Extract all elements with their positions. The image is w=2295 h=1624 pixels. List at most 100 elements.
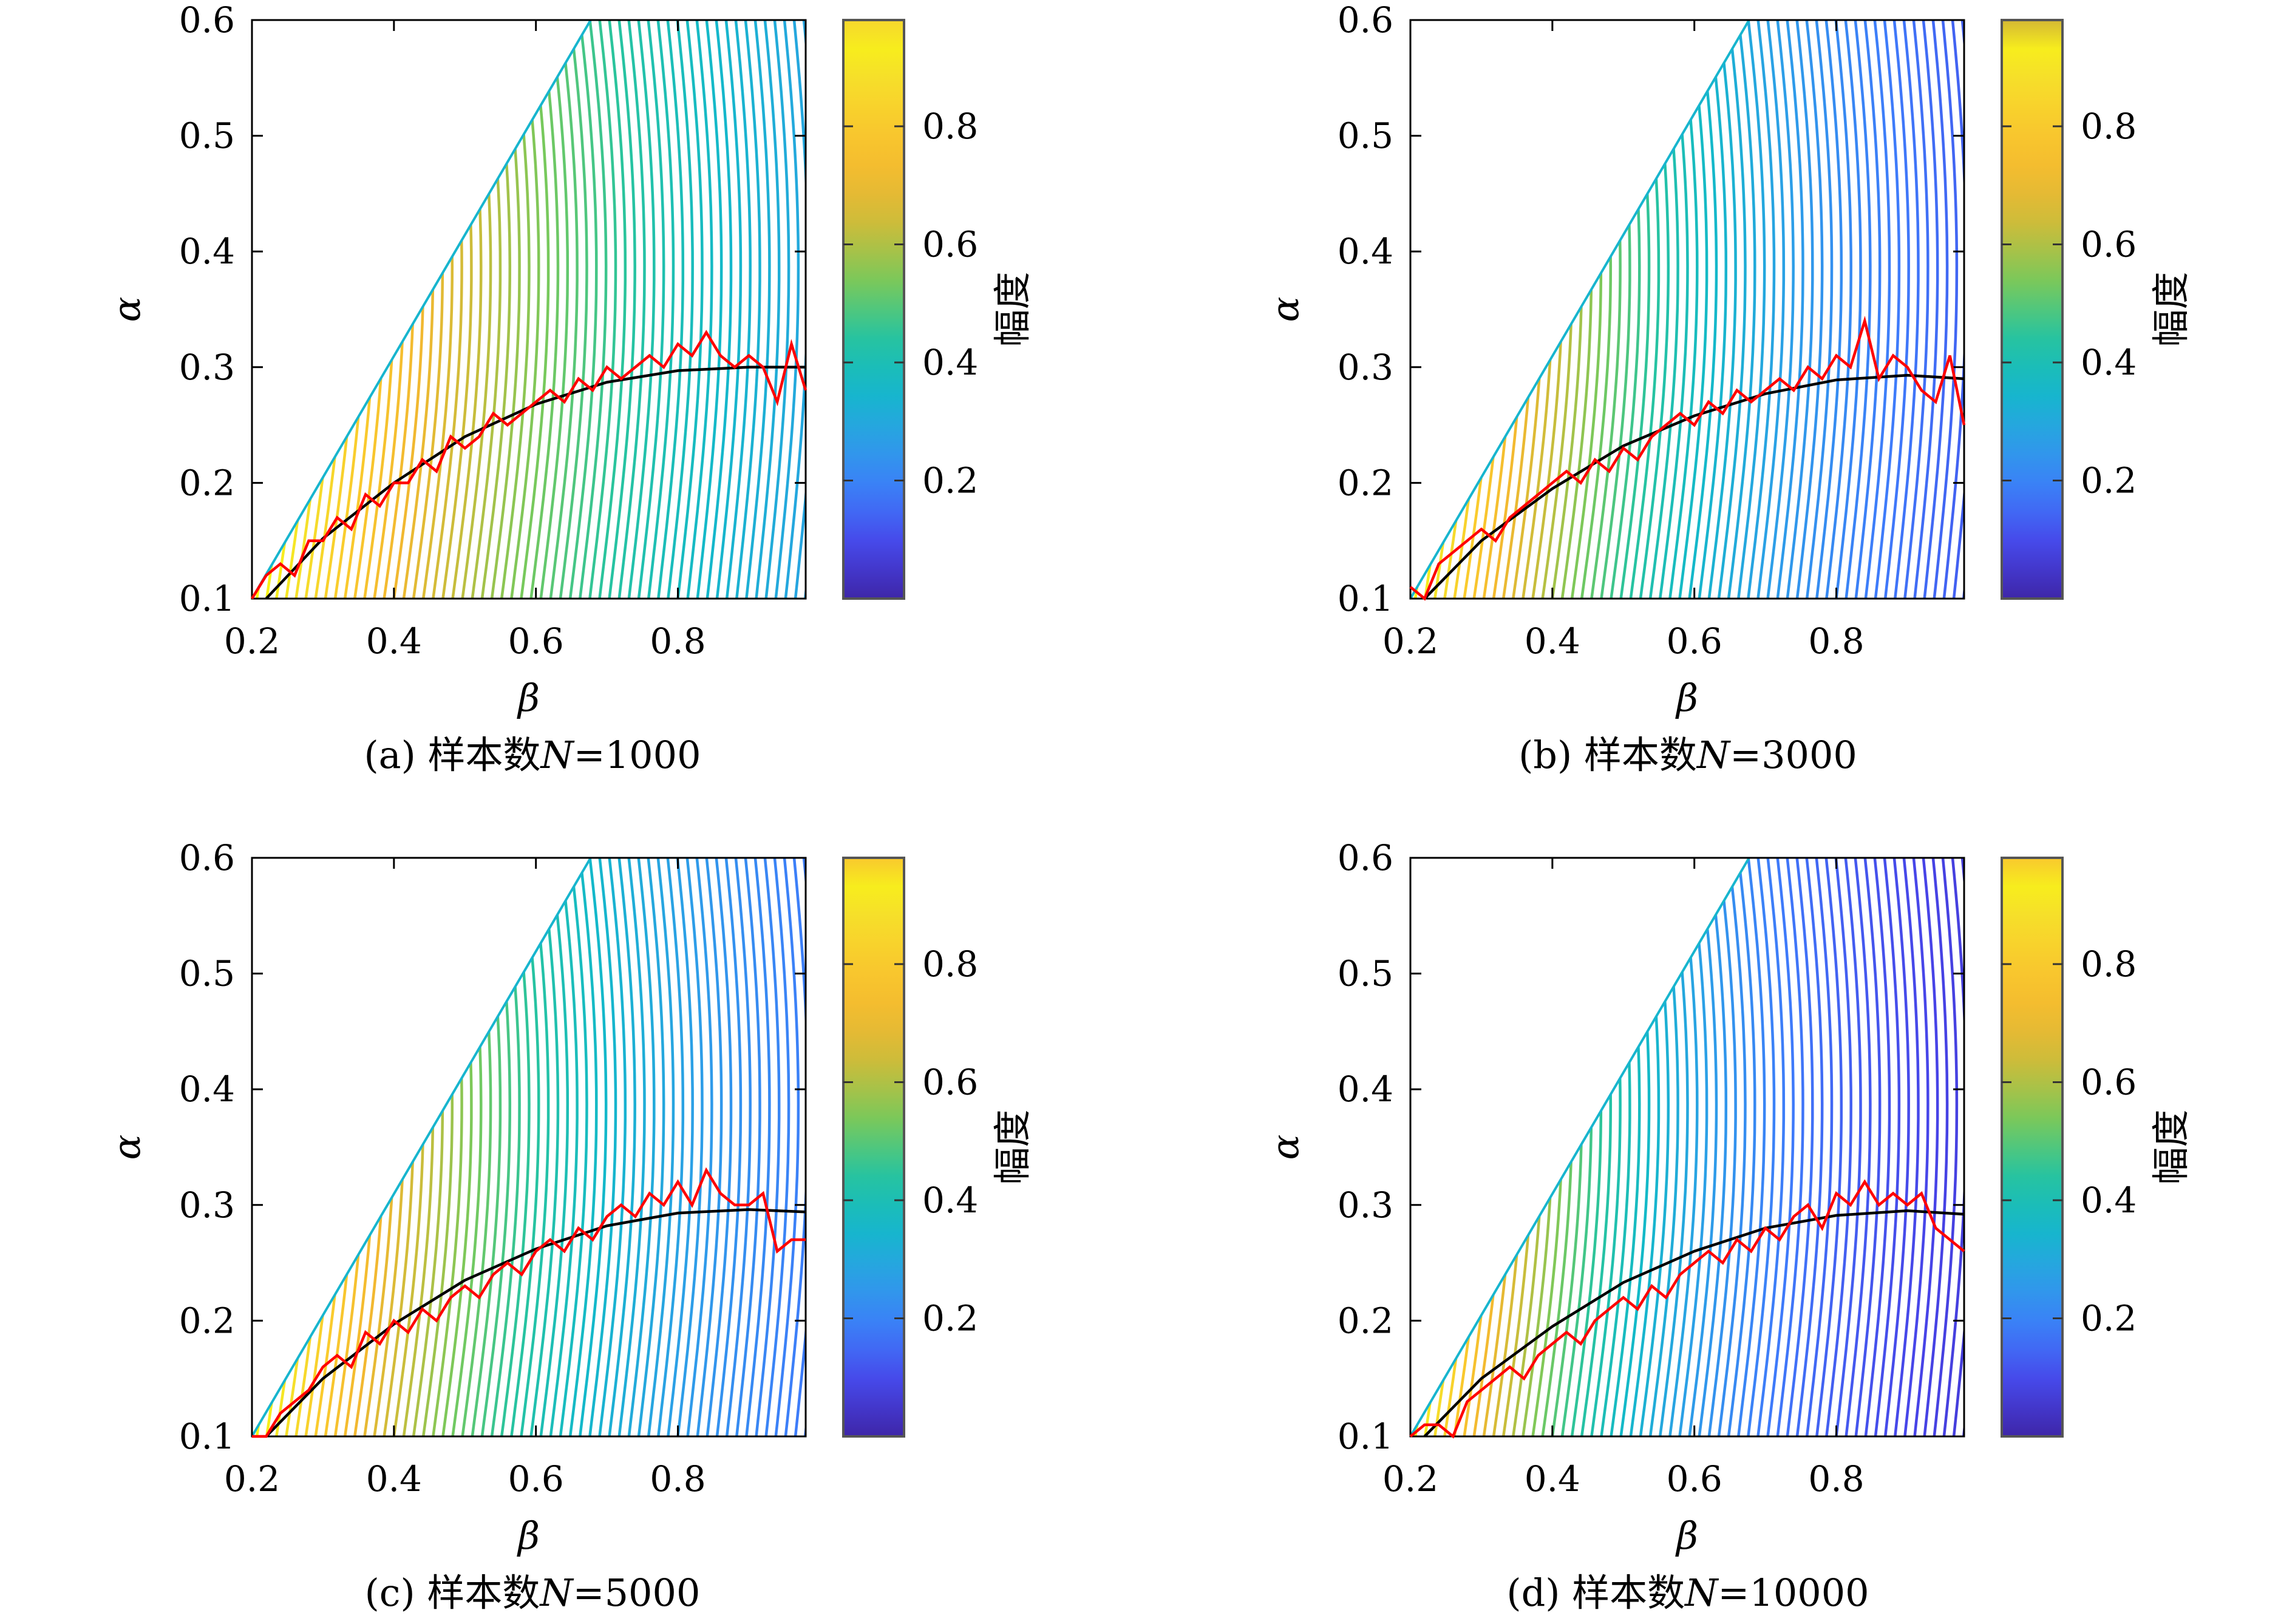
contour-line xyxy=(1913,858,1939,1436)
colorbar-tick-label: 0.4 xyxy=(2081,1180,2137,1221)
caption-value: =5000 xyxy=(573,1571,701,1615)
y-tick-label: 0.1 xyxy=(179,578,235,619)
contour-line xyxy=(549,20,579,599)
contour-line xyxy=(568,20,598,599)
contour-line xyxy=(1413,858,1449,1436)
y-tick-label: 0.6 xyxy=(1338,837,1393,878)
contour-line xyxy=(1551,858,1583,1436)
contour-line xyxy=(815,858,837,1436)
estimated-curve xyxy=(251,330,807,600)
contour-line xyxy=(471,20,502,599)
y-tick-label: 0.3 xyxy=(1338,1184,1393,1226)
contour-line xyxy=(1973,20,1995,599)
contour-line xyxy=(471,858,502,1436)
contour-line xyxy=(314,858,348,1436)
contour-line xyxy=(1805,858,1834,1436)
x-tick-label: 0.4 xyxy=(366,620,422,662)
caption-prefix: (a) 样本数 xyxy=(364,733,540,777)
contour-line xyxy=(1815,20,1843,599)
contour-line xyxy=(1756,858,1786,1436)
contour-line xyxy=(1844,20,1872,599)
contour-line xyxy=(1698,858,1728,1436)
contour-line xyxy=(1698,20,1728,599)
contour-line xyxy=(745,20,771,599)
contour-line xyxy=(1639,858,1670,1436)
y-tick-label: 0.1 xyxy=(1338,578,1393,619)
contour-line xyxy=(1864,858,1891,1436)
contour-line xyxy=(480,858,512,1436)
colorbar-tick-label: 0.4 xyxy=(922,1180,978,1221)
colorbar-tick-label: 0.8 xyxy=(922,943,978,985)
estimated-curve xyxy=(1409,1179,1965,1439)
contour-line xyxy=(1737,20,1766,599)
contour-line xyxy=(608,20,636,599)
contour-line xyxy=(735,858,761,1436)
contour-line xyxy=(1766,20,1795,599)
contour-line xyxy=(1737,858,1766,1436)
contour-line xyxy=(461,858,492,1436)
contour-line xyxy=(441,858,473,1436)
contour-line xyxy=(265,20,300,599)
contour-line xyxy=(676,858,704,1436)
y-axis-label: α xyxy=(1263,1135,1307,1160)
contour-field xyxy=(255,858,837,1436)
contour-line xyxy=(667,20,694,599)
contour-line xyxy=(815,20,837,599)
contour-line xyxy=(1717,858,1747,1436)
y-axis-label: α xyxy=(104,1135,149,1160)
contour-line xyxy=(1423,858,1458,1436)
contour-line xyxy=(1854,20,1882,599)
x-tick-label: 0.2 xyxy=(224,620,280,662)
contour-line xyxy=(1629,20,1661,599)
contour-line xyxy=(1962,858,1964,1436)
contour-line xyxy=(441,20,473,599)
contour-line xyxy=(647,858,675,1436)
contour-line xyxy=(1482,20,1516,599)
x-tick-label: 0.8 xyxy=(650,620,706,662)
contour-line xyxy=(706,20,733,599)
contour-line xyxy=(1531,20,1564,599)
contour-line xyxy=(432,20,463,599)
contour-line xyxy=(412,858,444,1436)
y-tick-label: 0.3 xyxy=(1338,347,1393,388)
panel-caption: (b) 样本数N=3000 xyxy=(1518,733,1857,777)
contour-line xyxy=(1854,858,1882,1436)
axes-frame xyxy=(251,19,807,600)
contour-line xyxy=(1570,20,1603,599)
x-axis-label: β xyxy=(517,1514,540,1558)
contour-line xyxy=(529,858,560,1436)
contour-line xyxy=(774,20,800,599)
contour-line xyxy=(1776,858,1804,1436)
y-tick-label: 0.5 xyxy=(1338,115,1393,157)
contour-line xyxy=(774,858,800,1436)
y-tick-label: 0.6 xyxy=(179,0,235,41)
contour-line xyxy=(1658,20,1689,599)
contour-line xyxy=(1933,20,1959,599)
contour-line xyxy=(520,858,550,1436)
contour-line xyxy=(1766,858,1795,1436)
caption-prefix: (b) 样本数 xyxy=(1518,733,1697,777)
contour-line xyxy=(608,858,636,1436)
contour-line xyxy=(1619,858,1651,1436)
contour-line xyxy=(324,20,358,599)
contour-line xyxy=(1727,858,1756,1436)
contour-line xyxy=(559,858,588,1436)
contour-line xyxy=(1590,858,1622,1436)
axes-frame xyxy=(1409,19,1965,600)
y-axis-label: α xyxy=(1263,297,1307,322)
contour-line xyxy=(1727,20,1756,599)
contour-line xyxy=(598,858,627,1436)
contour-line xyxy=(343,20,377,599)
contour-line xyxy=(627,858,656,1436)
contour-line xyxy=(1453,858,1487,1436)
contour-line xyxy=(1776,20,1804,599)
contour-line xyxy=(627,20,656,599)
y-axis-label: α xyxy=(104,297,149,322)
estimated-curve xyxy=(252,1167,806,1438)
contour-line xyxy=(363,858,396,1436)
y-tick-label: 0.3 xyxy=(179,1184,235,1226)
caption-prefix: (d) 样本数 xyxy=(1506,1571,1685,1615)
contour-line xyxy=(696,858,723,1436)
colorbar-label: 幅度 xyxy=(2149,271,2193,347)
